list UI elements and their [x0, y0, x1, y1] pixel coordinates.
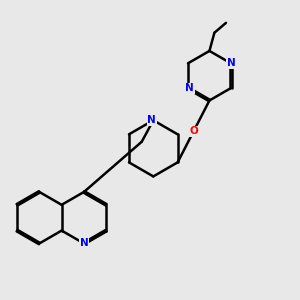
Text: N: N [147, 115, 156, 125]
Text: N: N [80, 238, 88, 248]
Text: O: O [189, 126, 198, 136]
Text: N: N [226, 58, 235, 68]
Text: N: N [185, 83, 194, 93]
